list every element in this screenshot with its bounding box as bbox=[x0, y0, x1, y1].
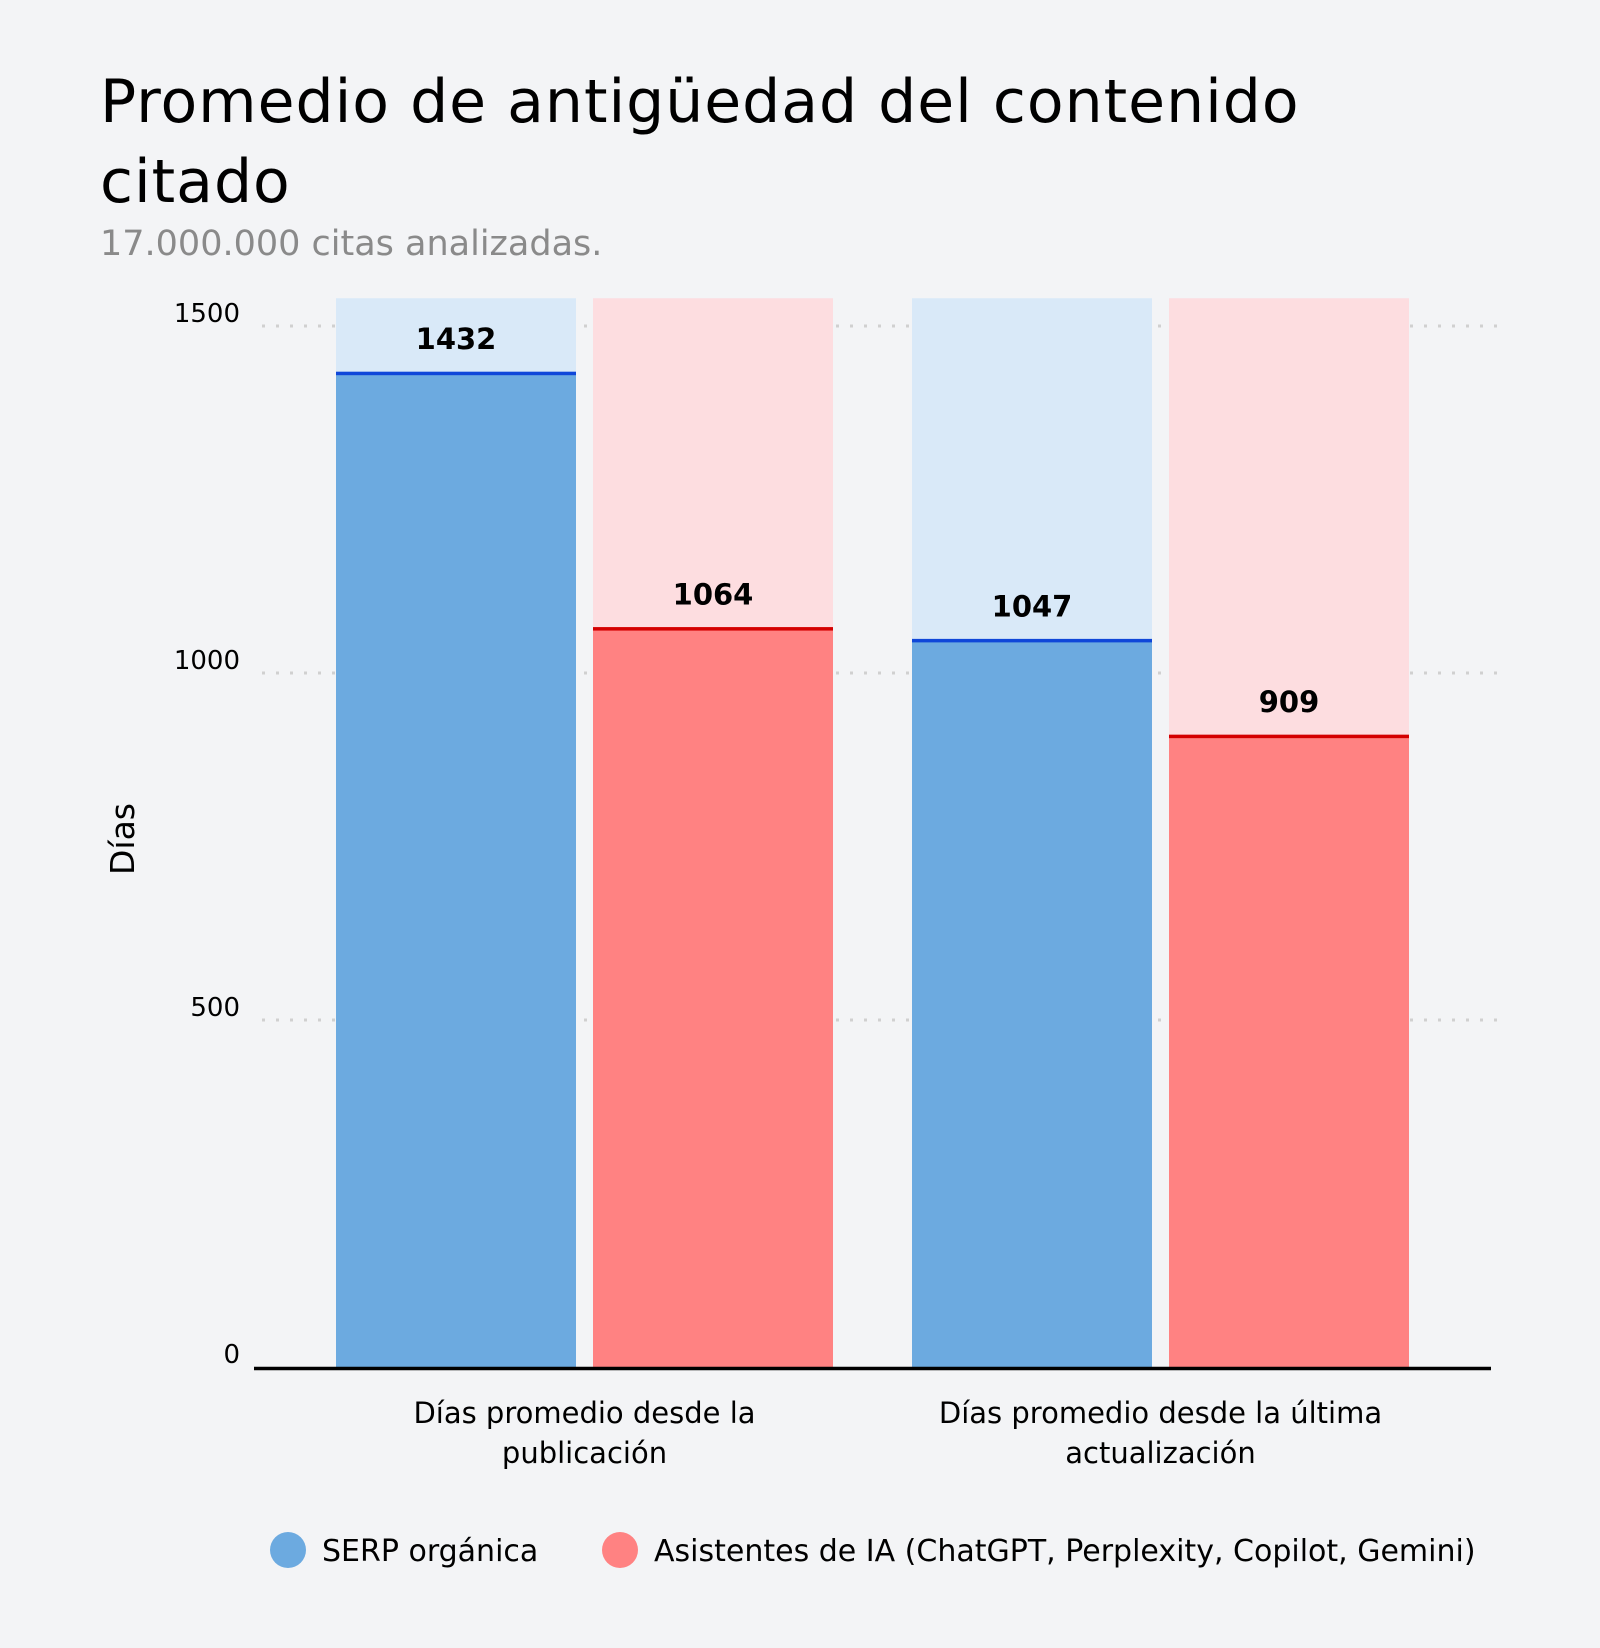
legend-label: SERP orgánica bbox=[322, 1534, 538, 1569]
bar-value-line bbox=[336, 371, 576, 376]
bar-background bbox=[593, 298, 833, 629]
x-tick-label: Días promedio desde la última bbox=[939, 1396, 1382, 1430]
y-tick-label: 0 bbox=[223, 1340, 240, 1370]
y-tick-label: 500 bbox=[190, 993, 240, 1023]
chart-title: Promedio de antigüedad del contenido cit… bbox=[100, 67, 1300, 217]
legend-marker bbox=[602, 1532, 638, 1568]
data-label: 909 bbox=[1259, 685, 1320, 719]
bar-value-line bbox=[912, 638, 1152, 643]
x-tick-label: actualización bbox=[1065, 1436, 1255, 1470]
bar bbox=[912, 640, 1152, 1367]
chart-subtitle: 17.000.000 citas analizadas. bbox=[100, 224, 603, 264]
bar bbox=[336, 373, 576, 1367]
bar bbox=[593, 628, 833, 1367]
bar bbox=[1169, 736, 1409, 1367]
y-tick-label: 1500 bbox=[174, 299, 240, 329]
legend-label: Asistentes de IA (ChatGPT, Perplexity, C… bbox=[654, 1534, 1476, 1569]
bar-background bbox=[336, 298, 576, 374]
bar-background bbox=[1169, 298, 1409, 737]
data-label: 1432 bbox=[416, 322, 497, 356]
x-tick-label: publicación bbox=[502, 1436, 667, 1470]
y-axis-label: Días bbox=[103, 803, 142, 875]
data-label: 1047 bbox=[992, 589, 1073, 623]
bar-background bbox=[912, 298, 1152, 641]
data-label: 1064 bbox=[673, 578, 754, 612]
x-tick-label: Días promedio desde la bbox=[413, 1396, 755, 1430]
legend-marker bbox=[270, 1532, 306, 1568]
bar-value-line bbox=[593, 627, 833, 631]
bar-value-line bbox=[1169, 734, 1409, 739]
y-tick-label: 1000 bbox=[174, 646, 240, 676]
